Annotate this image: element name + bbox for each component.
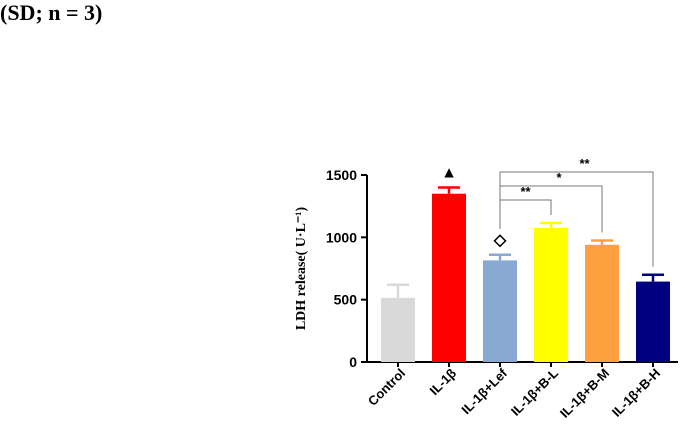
figure-caption-fragment: (SD; n = 3): [0, 0, 103, 25]
y-tick-label-1000: 1000: [326, 229, 357, 245]
x-tick-label-5: IL-1β+B-H: [609, 366, 663, 420]
y-tick-label-1500: 1500: [326, 167, 357, 183]
x-tick-label-4: IL-1β+B-M: [557, 366, 612, 421]
y-tick-label-0: 0: [349, 354, 357, 370]
comparison-bracket-0: [499, 199, 552, 229]
x-tick-label-2: IL-1β+Lef: [458, 365, 510, 417]
y-tick-label-500: 500: [334, 292, 358, 308]
x-tick-label-1: IL-1β: [427, 365, 460, 398]
bar-2: [483, 260, 517, 362]
x-tick-label-3: IL-1β+B-L: [508, 365, 561, 418]
bar-3: [534, 227, 568, 362]
bar-5: [636, 281, 670, 362]
comparison-label-0: **: [520, 184, 531, 199]
significance-marker-0: ▲: [441, 164, 457, 181]
x-tick-label-0: Control: [365, 366, 408, 409]
comparison-bracket-2: [499, 171, 654, 267]
significance-marker-1: ◇: [493, 232, 507, 249]
comparison-label-2: **: [579, 156, 590, 171]
bar-4: [585, 244, 619, 362]
bar-0: [381, 297, 415, 362]
bar-1: [432, 193, 466, 362]
y-axis-title: LDH release( U·L⁻¹): [294, 207, 309, 331]
comparison-label-1: *: [556, 170, 562, 185]
